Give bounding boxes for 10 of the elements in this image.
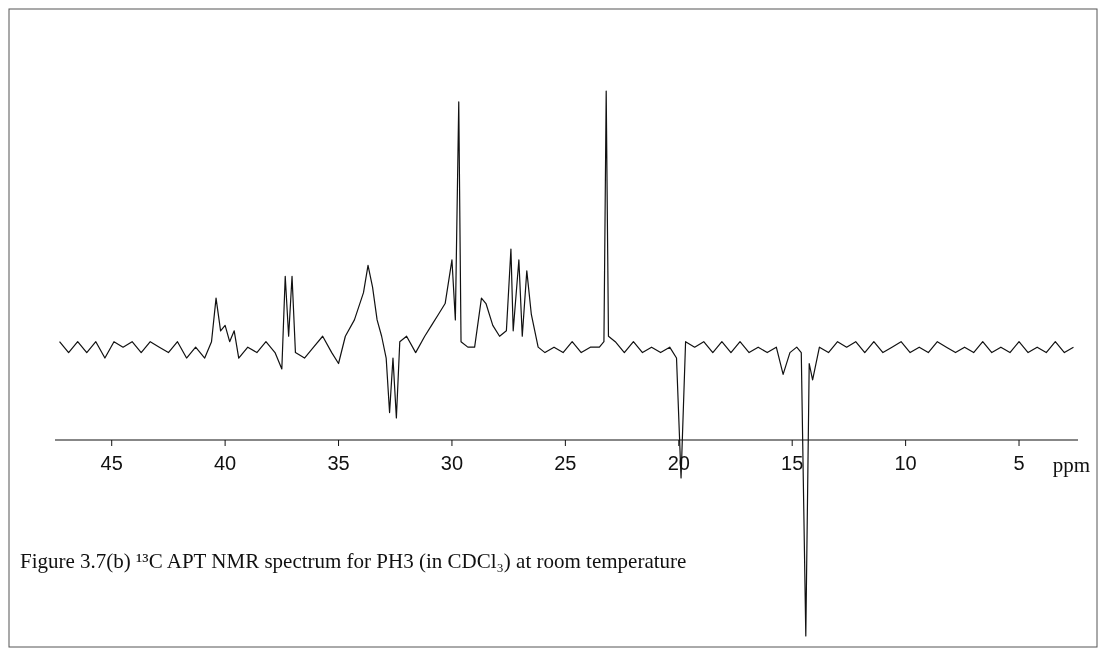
text: Figure 3.7(b) ¹³C APT NMR spectrum for PH3 (in CDCl₃) at room temperature (20, 549, 687, 573)
x-tick-label: 5 (1013, 452, 1025, 474)
x-tick-label: 25 (554, 452, 577, 474)
x-tick-label: 35 (327, 452, 350, 474)
x-tick-label: 40 (214, 452, 237, 474)
x-tick-label: 10 (894, 452, 917, 474)
x-tick-label: 30 (440, 452, 464, 474)
x-tick-label: 45 (100, 452, 123, 474)
x-axis-title: ppm (1052, 453, 1090, 477)
x-tick-label: 15 (781, 452, 804, 474)
